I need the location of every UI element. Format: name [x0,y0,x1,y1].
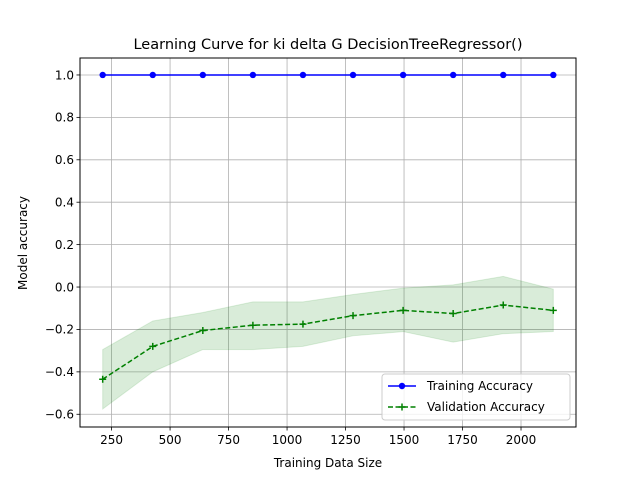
validation-accuracy-point [449,310,457,318]
training-accuracy-point [399,71,407,79]
x-axis-label: Training Data Size [273,456,382,470]
x-tick-label: 2000 [506,433,537,447]
validation-accuracy-point [99,375,107,383]
training-accuracy-point [249,71,257,79]
training-accuracy-point [199,71,207,79]
validation-accuracy-point [249,321,257,329]
training-accuracy-point [449,71,457,79]
ticks: 250 500 750 1000 1250 1500 1750 2000 −0.6 −0.4 −0.… [45,68,536,447]
plot-frame [79,57,577,428]
x-tick-label: 500 [159,433,182,447]
legend-training-marker [398,382,406,390]
validation-accuracy-point [199,327,207,335]
x-tick-label: 1000 [272,433,303,447]
x-tick-label: 250 [100,433,123,447]
chart-title: Learning Curve for ki delta G DecisionTr… [133,37,522,53]
grid [80,58,576,427]
validation-accuracy-point [399,306,407,314]
x-tick-label: 1500 [389,433,420,447]
y-tick-label: 0.4 [55,196,74,210]
y-tick-label: −0.2 [45,323,74,337]
legend-validation-marker [398,403,406,411]
training-accuracy-point [349,71,357,79]
validation-accuracy-line [102,304,554,380]
legend-box [381,373,571,421]
x-tick-label: 1250 [330,433,361,447]
y-tick-label: 0.0 [55,280,74,294]
y-tick-label: 0.8 [55,111,74,125]
x-tick-label: 750 [217,433,240,447]
legend-training-label: Training Accuracy [426,379,533,393]
validation-accuracy-point [499,301,507,309]
validation-accuracy-point [299,320,307,328]
training-accuracy-point [149,71,156,79]
confidence-band [102,275,554,410]
y-tick-label: −0.6 [45,408,74,422]
legend-validation-label: Validation Accuracy [427,400,545,414]
y-tick-label: 0.6 [55,153,74,167]
validation-std-band [102,275,554,410]
y-tick-label: 1.0 [55,68,74,82]
x-tick-label: 1750 [447,433,478,447]
training-accuracy-point [99,71,106,79]
legend: Training Accuracy Validation Accuracy [381,373,571,421]
validation-accuracy-point [149,342,157,350]
series [99,71,557,383]
validation-accuracy-point [349,312,357,320]
training-accuracy-point [299,71,307,79]
y-tick-label: 0.2 [55,238,74,252]
validation-accuracy-point [549,306,557,314]
training-accuracy-point [500,71,507,79]
y-axis-label: Model accuracy [16,196,30,290]
training-accuracy-point [550,71,557,79]
y-tick-label: −0.4 [45,365,74,379]
